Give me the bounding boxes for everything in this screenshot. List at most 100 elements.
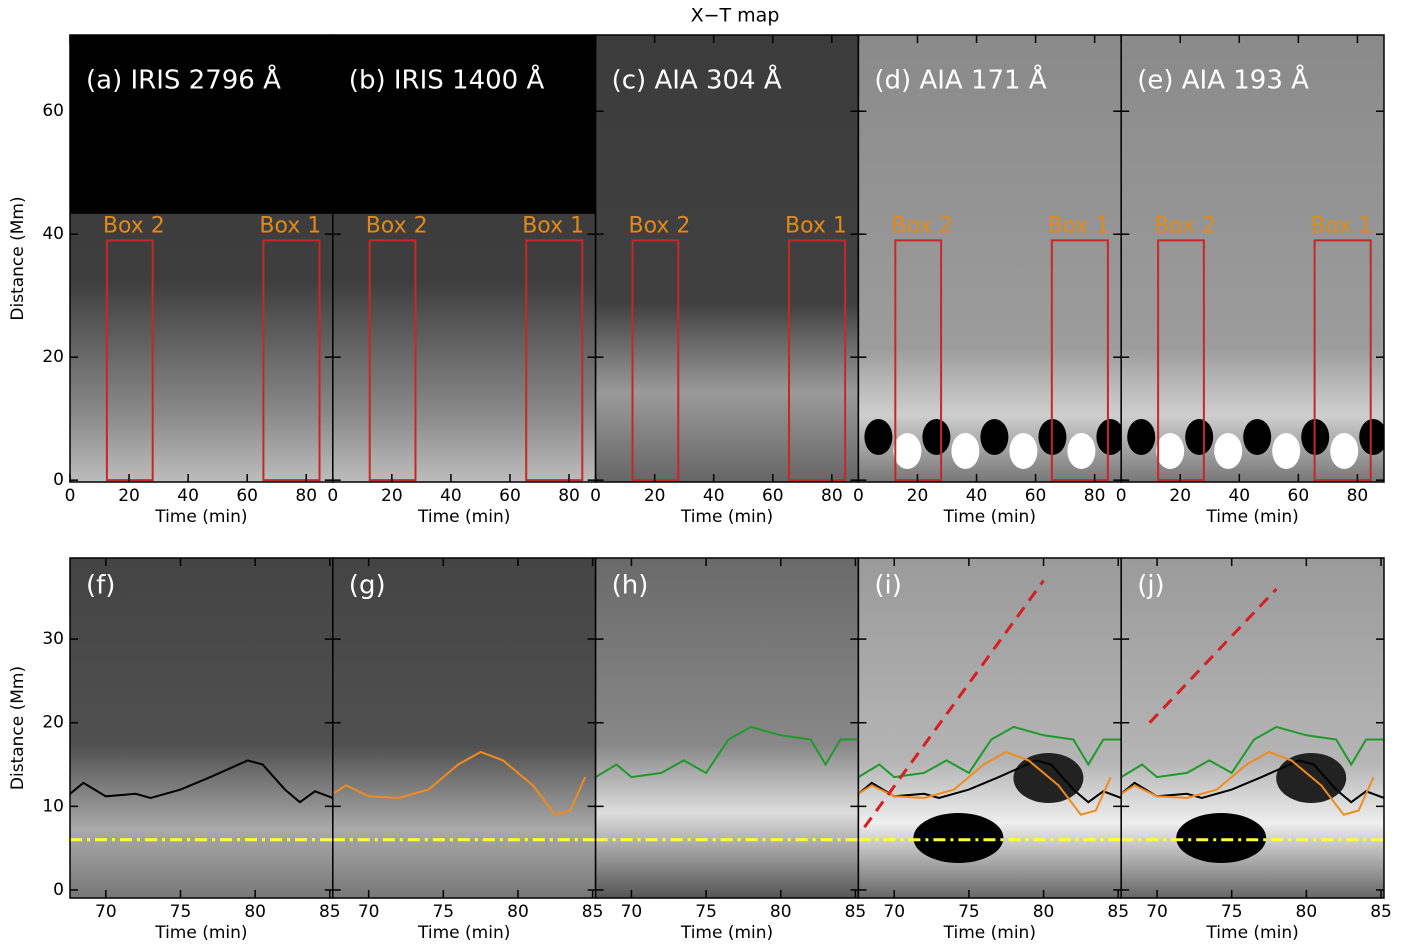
fit-line — [1148, 587, 1278, 724]
x-tick-label: 80 — [770, 902, 792, 922]
x-tick-label: 40 — [703, 486, 725, 506]
panel: Box 2 Box 1 — [332, 35, 596, 482]
panel-label: (j) — [1137, 571, 1165, 601]
x-tick-label: 0 — [590, 486, 601, 506]
x-axis-label: Time (min) — [680, 923, 773, 943]
x-tick-label: 85 — [582, 902, 604, 922]
figure-title: X−T map — [691, 5, 780, 27]
x-tick-label: 75 — [1221, 902, 1243, 922]
x-tick-label: 20 — [1169, 486, 1191, 506]
x-axis-label: Time (min) — [154, 507, 247, 527]
image-blob — [1214, 433, 1243, 469]
panel — [858, 558, 1122, 898]
x-tick-label: 70 — [621, 902, 643, 922]
x-tick-label: 0 — [853, 486, 864, 506]
x-tick-label: 80 — [1296, 902, 1318, 922]
image-blob — [1156, 433, 1185, 469]
contour — [1121, 750, 1375, 816]
image-blob — [1330, 433, 1359, 469]
image-blob — [1009, 433, 1038, 469]
box-label: Box 2 — [103, 213, 165, 238]
panel — [332, 558, 596, 898]
frame — [1120, 557, 1385, 899]
y-tick-label: 20 — [42, 713, 64, 733]
y-tick-label: 20 — [42, 347, 64, 367]
image-blob — [1127, 419, 1156, 455]
x-axis-label: Time (min) — [154, 923, 247, 943]
x-tick-label: 75 — [432, 902, 454, 922]
image-masked — [332, 35, 596, 214]
box-label: Box 2 — [366, 213, 428, 238]
image-blob — [951, 433, 980, 469]
image-background — [595, 35, 859, 482]
panel-label: (i) — [874, 571, 902, 601]
fit-line — [863, 579, 1045, 829]
contour — [858, 750, 1112, 816]
contour — [332, 750, 587, 816]
x-tick-label: 80 — [244, 902, 266, 922]
x-tick-label: 40 — [177, 486, 199, 506]
x-tick-label: 20 — [644, 486, 666, 506]
image-masked — [70, 35, 333, 214]
panel-label: (g) — [349, 571, 386, 601]
region-box — [1050, 239, 1109, 482]
x-tick-label: 60 — [236, 486, 258, 506]
panel-label: (a) IRIS 2796 Å — [86, 64, 281, 96]
x-tick-label: 60 — [1288, 486, 1310, 506]
image-blob — [1359, 419, 1384, 455]
image-blob — [1243, 419, 1272, 455]
panel: Box 2 Box 1 — [858, 35, 1122, 482]
x-tick-label: 60 — [762, 486, 784, 506]
box-label: Box 2 — [891, 213, 953, 238]
image-blob — [864, 419, 893, 455]
x-axis-label: Time (min) — [417, 507, 510, 527]
x-axis-label: Time (min) — [1205, 923, 1298, 943]
y-axis-label: Distance (Mm) — [8, 666, 28, 790]
x-tick-label: 0 — [327, 486, 338, 506]
x-tick-label: 40 — [966, 486, 988, 506]
x-tick-label: 40 — [1228, 486, 1250, 506]
x-axis-label: Time (min) — [1205, 507, 1298, 527]
panel-label: (f) — [86, 571, 115, 601]
y-axis-label: Distance (Mm) — [8, 196, 28, 320]
contour — [70, 759, 333, 804]
x-tick-label: 80 — [1033, 902, 1055, 922]
y-tick-label: 60 — [42, 101, 64, 121]
x-axis-label: Time (min) — [680, 507, 773, 527]
panel-label: (c) AIA 304 Å — [612, 64, 782, 96]
x-tick-label: 80 — [1084, 486, 1106, 506]
y-tick-label: 10 — [42, 796, 64, 816]
image-background — [595, 558, 859, 898]
panel: Box 2 Box 1 — [1121, 35, 1384, 482]
panel-label: (b) IRIS 1400 Å — [349, 64, 545, 96]
x-tick-label: 80 — [507, 902, 529, 922]
x-tick-label: 20 — [907, 486, 929, 506]
panel — [70, 558, 333, 898]
x-tick-label: 80 — [558, 486, 580, 506]
image-background — [332, 558, 596, 898]
box-label: Box 1 — [1311, 213, 1373, 238]
panel: Box 2 Box 1 — [70, 35, 333, 482]
panel: Box 2 Box 1 — [595, 35, 859, 482]
y-tick-label: 30 — [42, 629, 64, 649]
image-blob — [922, 419, 951, 455]
region-box — [525, 239, 584, 482]
box-label: Box 1 — [1048, 213, 1110, 238]
region-box — [788, 239, 847, 482]
x-tick-label: 0 — [65, 486, 76, 506]
x-tick-label: 70 — [883, 902, 905, 922]
contour — [1121, 725, 1384, 779]
box-label: Box 1 — [785, 213, 847, 238]
x-tick-label: 85 — [1370, 902, 1392, 922]
x-tick-label: 85 — [845, 902, 867, 922]
image-background — [70, 558, 333, 898]
image-blob — [1272, 433, 1301, 469]
x-tick-label: 70 — [1146, 902, 1168, 922]
y-tick-label: 40 — [42, 224, 64, 244]
x-tick-label: 60 — [1025, 486, 1047, 506]
frame — [1120, 34, 1385, 483]
x-axis-label: Time (min) — [943, 507, 1036, 527]
x-tick-label: 75 — [958, 902, 980, 922]
